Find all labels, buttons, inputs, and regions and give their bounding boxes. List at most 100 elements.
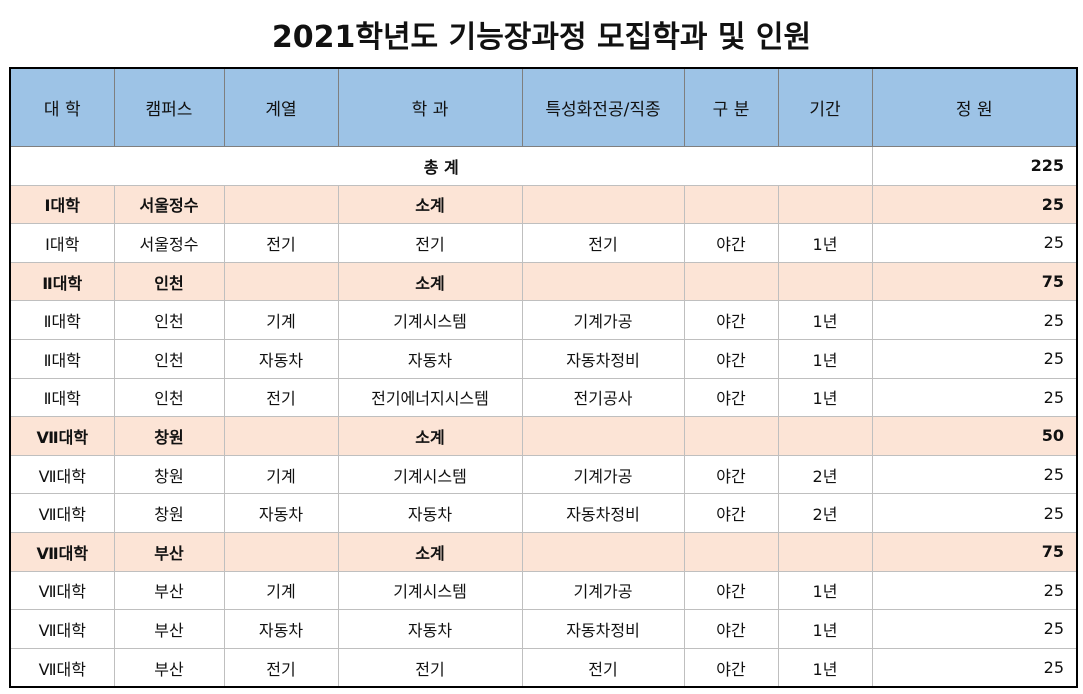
cell-quota: 50 [871, 416, 1078, 456]
admission-table: 대 학 캠퍼스 계열 학 과 특성화전공/직종 구 분 기간 정 원 총 계 2… [9, 67, 1078, 689]
cell-quota: 75 [871, 531, 1078, 572]
cell-field [223, 531, 339, 572]
cell-department: 소계 [337, 184, 523, 225]
cell-quota: 75 [871, 261, 1078, 302]
cell-division [683, 531, 779, 572]
cell-period: 1년 [777, 377, 873, 418]
cell-university: Ⅱ대학 [9, 338, 115, 379]
cell-quota: 25 [871, 609, 1078, 649]
cell-university: Ⅶ대학 [9, 531, 115, 572]
cell-specialization: 전기공사 [521, 377, 685, 418]
cell-specialization [521, 184, 685, 225]
cell-period: 1년 [777, 647, 873, 688]
cell-department: 소계 [337, 261, 523, 302]
cell-department: 소계 [337, 531, 523, 572]
cell-campus: 인천 [113, 261, 225, 302]
cell-period [777, 531, 873, 572]
cell-field: 기계 [223, 300, 339, 340]
cell-quota: 25 [871, 454, 1078, 495]
cell-field [223, 416, 339, 456]
total-label: 총 계 [9, 146, 873, 186]
header-row: 대 학 캠퍼스 계열 학 과 특성화전공/직종 구 분 기간 정 원 [9, 67, 1078, 147]
cell-quota: 25 [871, 300, 1078, 340]
subtotal-row: Ⅶ대학 창원 소계 50 [9, 416, 1078, 456]
cell-campus: 창원 [113, 454, 225, 495]
cell-specialization: 전기 [521, 223, 685, 263]
header-university: 대 학 [9, 67, 115, 147]
total-row: 총 계 225 [9, 146, 1078, 186]
table-row: Ⅱ대학 인천 자동차 자동차 자동차정비 야간 1년 25 [9, 338, 1078, 379]
cell-specialization: 기계가공 [521, 454, 685, 495]
cell-quota: 25 [871, 377, 1078, 418]
cell-department: 자동차 [337, 493, 523, 533]
cell-division: 야간 [683, 570, 779, 611]
cell-department: 소계 [337, 416, 523, 456]
cell-specialization: 자동차정비 [521, 338, 685, 379]
cell-quota: 25 [871, 338, 1078, 379]
table-row: Ⅶ대학 부산 전기 전기 전기 야간 1년 25 [9, 647, 1078, 688]
cell-department: 전기 [337, 223, 523, 263]
cell-university: Ⅱ대학 [9, 261, 115, 302]
cell-department: 전기에너지시스템 [337, 377, 523, 418]
cell-division: 야간 [683, 300, 779, 340]
cell-field: 전기 [223, 377, 339, 418]
cell-division [683, 184, 779, 225]
subtotal-row: Ⅰ대학 서울정수 소계 25 [9, 184, 1078, 225]
cell-specialization: 기계가공 [521, 300, 685, 340]
cell-department: 자동차 [337, 609, 523, 649]
cell-field: 전기 [223, 647, 339, 688]
subtotal-row: Ⅱ대학 인천 소계 75 [9, 261, 1078, 302]
cell-campus: 창원 [113, 493, 225, 533]
cell-quota: 25 [871, 570, 1078, 611]
cell-department: 기계시스템 [337, 300, 523, 340]
cell-division: 야간 [683, 223, 779, 263]
cell-campus: 부산 [113, 570, 225, 611]
cell-field: 자동차 [223, 609, 339, 649]
cell-specialization: 기계가공 [521, 570, 685, 611]
table-row: Ⅱ대학 인천 기계 기계시스템 기계가공 야간 1년 25 [9, 300, 1078, 340]
cell-field: 전기 [223, 223, 339, 263]
cell-division: 야간 [683, 454, 779, 495]
total-value: 225 [871, 146, 1078, 186]
cell-division: 야간 [683, 377, 779, 418]
cell-university: Ⅶ대학 [9, 454, 115, 495]
cell-university: Ⅰ대학 [9, 223, 115, 263]
table-row: Ⅶ대학 부산 자동차 자동차 자동차정비 야간 1년 25 [9, 609, 1078, 649]
header-campus: 캠퍼스 [113, 67, 225, 147]
cell-division: 야간 [683, 338, 779, 379]
header-period: 기간 [777, 67, 873, 147]
cell-period: 1년 [777, 570, 873, 611]
cell-specialization [521, 531, 685, 572]
cell-department: 기계시스템 [337, 570, 523, 611]
table-row: Ⅶ대학 창원 자동차 자동차 자동차정비 야간 2년 25 [9, 493, 1078, 533]
cell-quota: 25 [871, 223, 1078, 263]
header-department: 학 과 [337, 67, 523, 147]
cell-campus: 서울정수 [113, 223, 225, 263]
cell-specialization [521, 416, 685, 456]
cell-campus: 인천 [113, 338, 225, 379]
header-quota: 정 원 [871, 67, 1078, 147]
table-row: Ⅱ대학 인천 전기 전기에너지시스템 전기공사 야간 1년 25 [9, 377, 1078, 418]
page-title: 2021학년도 기능장과정 모집학과 및 인원 [271, 20, 812, 55]
table-row: Ⅶ대학 창원 기계 기계시스템 기계가공 야간 2년 25 [9, 454, 1078, 495]
cell-field: 자동차 [223, 493, 339, 533]
header-specialization: 특성화전공/직종 [521, 67, 685, 147]
cell-period: 1년 [777, 300, 873, 340]
cell-period [777, 416, 873, 456]
subtotal-row: Ⅶ대학 부산 소계 75 [9, 531, 1078, 572]
cell-campus: 부산 [113, 647, 225, 688]
cell-specialization [521, 261, 685, 302]
cell-field [223, 261, 339, 302]
cell-quota: 25 [871, 647, 1078, 688]
cell-university: Ⅱ대학 [9, 300, 115, 340]
cell-campus: 서울정수 [113, 184, 225, 225]
cell-quota: 25 [871, 493, 1078, 533]
cell-university: Ⅶ대학 [9, 493, 115, 533]
cell-division [683, 416, 779, 456]
cell-period: 2년 [777, 454, 873, 495]
cell-campus: 인천 [113, 377, 225, 418]
cell-division: 야간 [683, 493, 779, 533]
cell-period: 1년 [777, 338, 873, 379]
header-division: 구 분 [683, 67, 779, 147]
table-row: Ⅰ대학 서울정수 전기 전기 전기 야간 1년 25 [9, 223, 1078, 263]
